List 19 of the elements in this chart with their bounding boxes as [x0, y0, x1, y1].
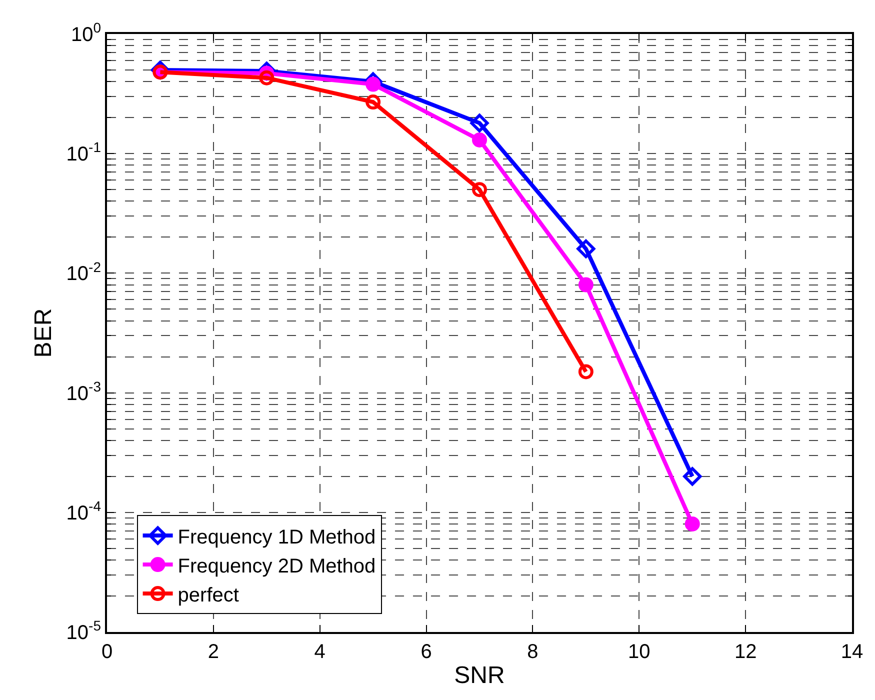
- x-tick-label: 14: [840, 641, 864, 663]
- y-tick-label: 10$^{0}$: [70, 20, 102, 46]
- legend-label: perfect: [178, 584, 240, 606]
- y-tick-label: 10$^{-4}$: [66, 498, 102, 524]
- x-tick-label: 0: [101, 641, 113, 663]
- y-tick-label: 10$^{-2}$: [66, 258, 102, 286]
- x-axis-title: SNR: [454, 662, 505, 689]
- y-tick-label: 10$^{-3}$: [66, 378, 102, 405]
- legend-label: Frequency 2D Method: [178, 555, 376, 578]
- x-tick-label: 10: [628, 641, 650, 663]
- x-tick-label: 12: [734, 641, 757, 663]
- x-tick-label: 2: [208, 641, 219, 663]
- x-tick-label: 6: [420, 641, 432, 663]
- y-axis-title: BER: [30, 308, 57, 358]
- x-tick-label: 4: [314, 641, 326, 663]
- x-tick-label: 8: [527, 641, 538, 663]
- y-tick-label: 10$^{-5}$: [66, 618, 102, 644]
- legend-label: Frequency 1D Method: [178, 526, 376, 548]
- y-tick-label: 10$^{-1}$: [66, 139, 102, 166]
